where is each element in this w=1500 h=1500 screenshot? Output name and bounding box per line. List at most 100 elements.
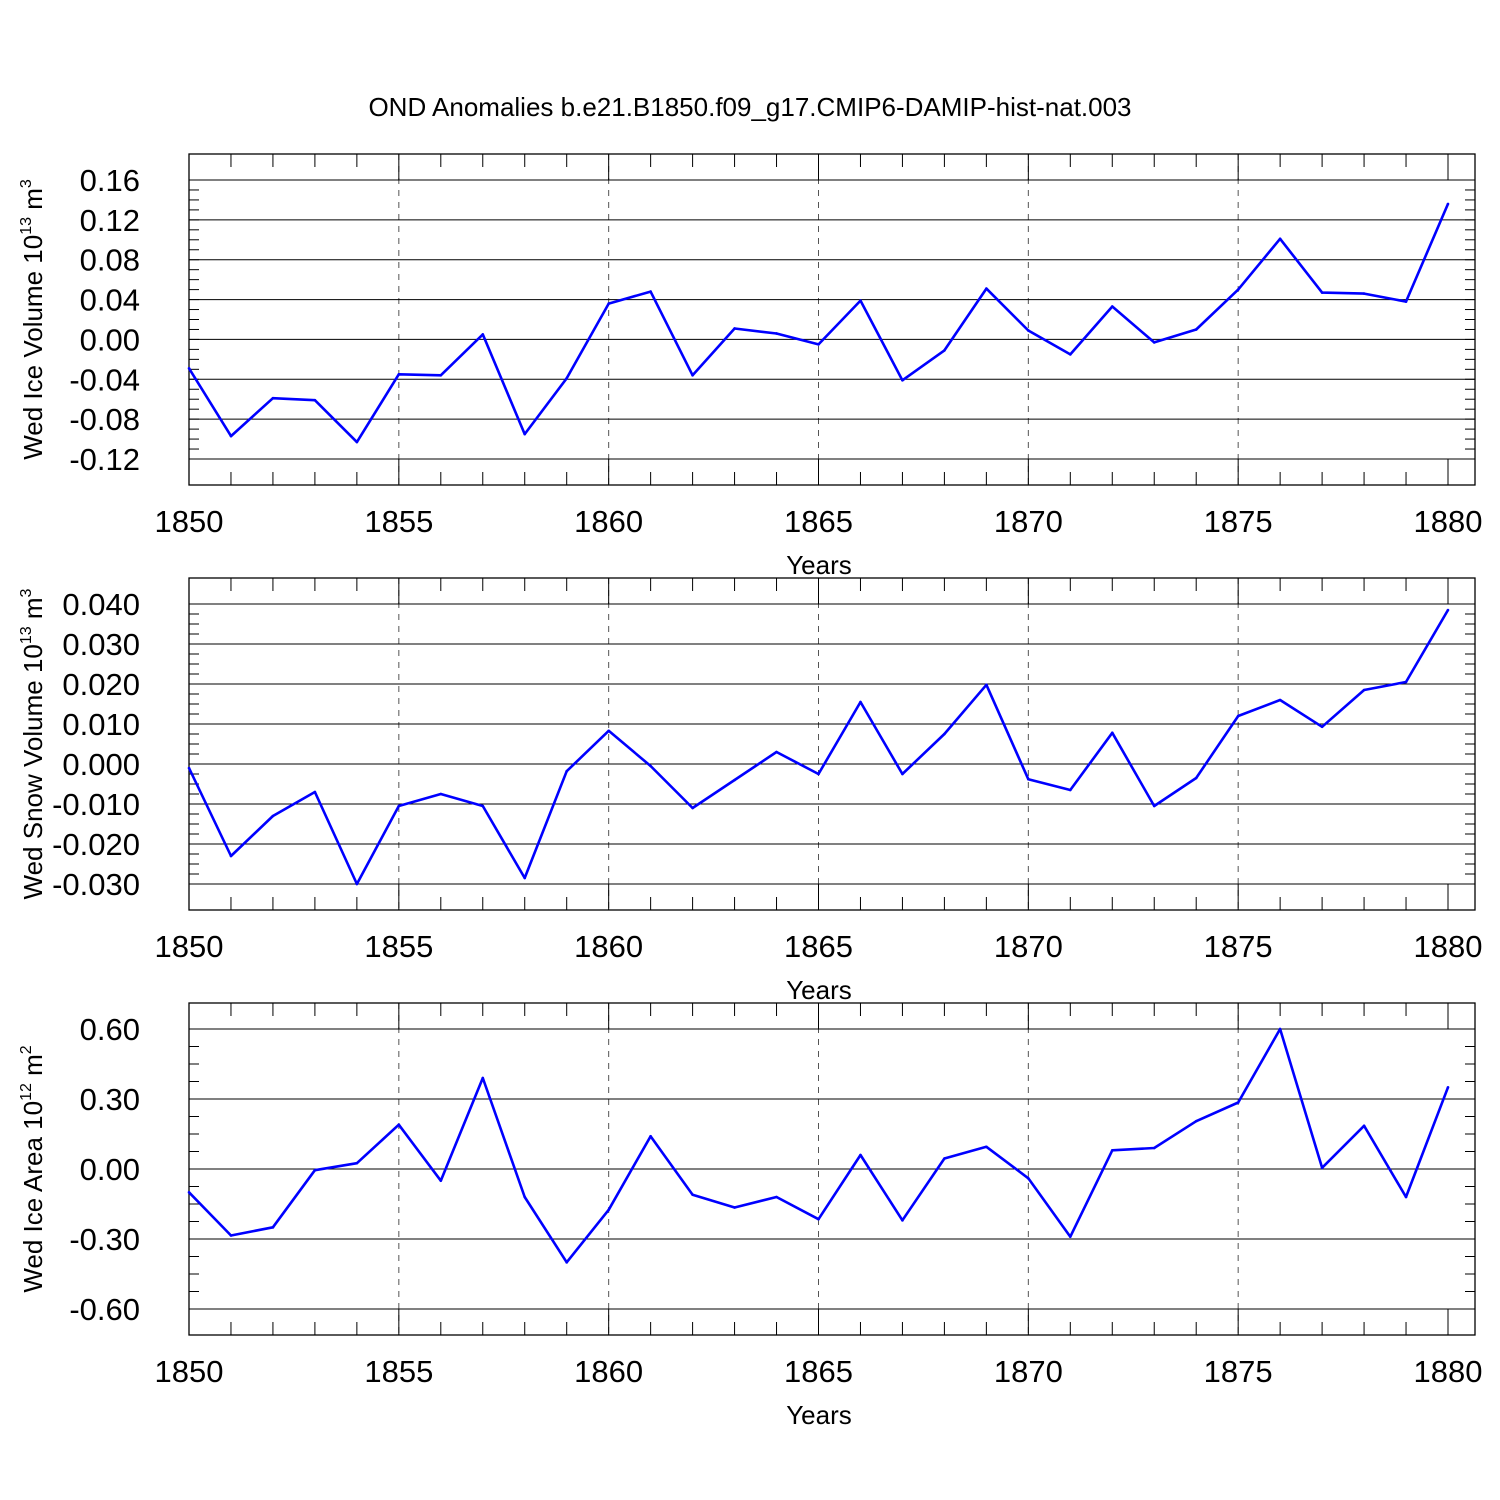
data-point	[859, 1153, 862, 1157]
data-point	[187, 367, 191, 370]
y-axis-label-text: Wed Snow Volume 10	[18, 644, 48, 899]
data-point	[565, 1261, 568, 1264]
y-tick-label: 0.010	[62, 707, 140, 742]
data-point	[817, 772, 820, 776]
data-point	[481, 333, 485, 336]
data-point	[1236, 714, 1240, 718]
panel-ice-area: 0.60 0.30 0.00 -0.30 -0.60 1850 1855 1860 1865 18…	[18, 1002, 1482, 1430]
x-tick-label: 1850	[155, 929, 224, 964]
data-point	[1404, 300, 1408, 303]
x-tick-label: 1860	[574, 504, 643, 539]
y-tick-label: 0.030	[62, 627, 140, 662]
y-axis-label-text: Wed Ice Area 10	[18, 1101, 48, 1293]
data-point	[607, 729, 610, 733]
x-tick-label: 1870	[994, 504, 1063, 539]
data-point	[313, 790, 317, 794]
data-point	[523, 432, 527, 436]
data-point	[985, 287, 988, 290]
data-point	[901, 772, 904, 776]
x-tick-label: 1855	[364, 929, 433, 964]
data-point	[1069, 788, 1072, 792]
data-point	[775, 1195, 778, 1199]
panel-snow-volume: 0.040 0.030 0.020 0.010 0.000 -0.010 -0.020 -0.…	[18, 577, 1483, 1005]
x-tick-label: 1860	[574, 1354, 643, 1389]
data-point	[733, 778, 736, 782]
data-point	[271, 1226, 275, 1229]
data-point	[607, 302, 610, 305]
data-point	[229, 854, 233, 858]
chart-title: OND Anomalies b.e21.B1850.f09_g17.CMIP6-…	[368, 92, 1131, 122]
data-point	[691, 1193, 694, 1196]
data-point	[817, 1217, 820, 1221]
y-tick-label: -0.08	[69, 402, 140, 437]
data-point	[355, 440, 359, 444]
y-tick-label: 0.00	[80, 322, 140, 357]
x-tick-label: 1850	[155, 504, 224, 539]
data-point	[985, 1145, 988, 1149]
x-tick-label: 1870	[994, 1354, 1063, 1389]
x-tick-label: 1865	[784, 929, 853, 964]
data-point	[1446, 202, 1450, 206]
y-tick-label: 0.04	[80, 283, 140, 318]
data-point	[943, 1157, 946, 1160]
data-point	[649, 290, 652, 293]
y-tick-label: 0.16	[80, 163, 140, 198]
data-point	[859, 299, 862, 302]
data-point	[1152, 804, 1156, 808]
data-point	[1069, 353, 1072, 356]
data-point	[1110, 731, 1114, 735]
data-point	[1320, 725, 1324, 729]
data-point	[1236, 1101, 1240, 1104]
data-point	[1278, 1027, 1282, 1031]
data-point	[691, 806, 694, 810]
x-tick-label: 1865	[784, 1354, 853, 1389]
data-point	[1069, 1235, 1072, 1238]
data-point	[313, 398, 317, 402]
y-axis-label: Wed Ice Area 1012 m2	[18, 1045, 48, 1292]
data-point	[733, 1206, 736, 1209]
x-tick-label: 1870	[994, 929, 1063, 964]
x-tick-label: 1850	[155, 1354, 224, 1389]
data-point	[187, 766, 191, 770]
x-tick-label: 1865	[784, 504, 853, 539]
data-point	[817, 343, 820, 346]
data-point	[1320, 1166, 1324, 1170]
y-tick-label: 0.60	[80, 1012, 140, 1047]
data-point	[439, 374, 443, 377]
data-point	[523, 1195, 527, 1199]
data-point	[481, 804, 485, 808]
data-point	[649, 764, 652, 768]
y-tick-label: -0.010	[52, 787, 140, 822]
data-point	[1027, 777, 1030, 781]
y-axis-label-exponent: 12	[18, 1083, 35, 1101]
y-axis-label-exponent: 13	[18, 626, 35, 644]
data-point	[1362, 688, 1366, 692]
y-tick-label: -0.12	[69, 442, 140, 477]
data-point	[1446, 1086, 1450, 1089]
data-point	[943, 349, 946, 352]
data-point	[607, 1208, 610, 1212]
y-axis-label-exponent: 13	[18, 217, 35, 235]
data-point	[775, 332, 778, 335]
data-point	[565, 769, 568, 773]
data-point	[1027, 329, 1030, 332]
data-point	[439, 792, 443, 796]
y-tick-label: -0.04	[69, 362, 140, 397]
data-point	[355, 1161, 359, 1165]
y-tick-label: -0.030	[52, 867, 140, 902]
y-tick-label: -0.020	[52, 827, 140, 862]
x-axis-label: Years	[786, 1400, 852, 1430]
data-point	[523, 876, 527, 880]
x-tick-label: 1880	[1414, 929, 1483, 964]
data-point	[691, 374, 694, 377]
y-tick-label: 0.30	[80, 1082, 140, 1117]
y-axis-label-unit-exponent: 2	[18, 1045, 35, 1054]
data-point	[397, 804, 401, 808]
y-axis-label: Wed Snow Volume 1013 m3	[18, 588, 48, 899]
data-point	[901, 1219, 904, 1222]
y-axis-label-unit-exponent: 3	[18, 588, 35, 597]
data-point	[1362, 292, 1366, 295]
data-point	[1110, 305, 1114, 308]
x-tick-label: 1875	[1204, 1354, 1273, 1389]
y-tick-label: 0.08	[80, 243, 140, 278]
